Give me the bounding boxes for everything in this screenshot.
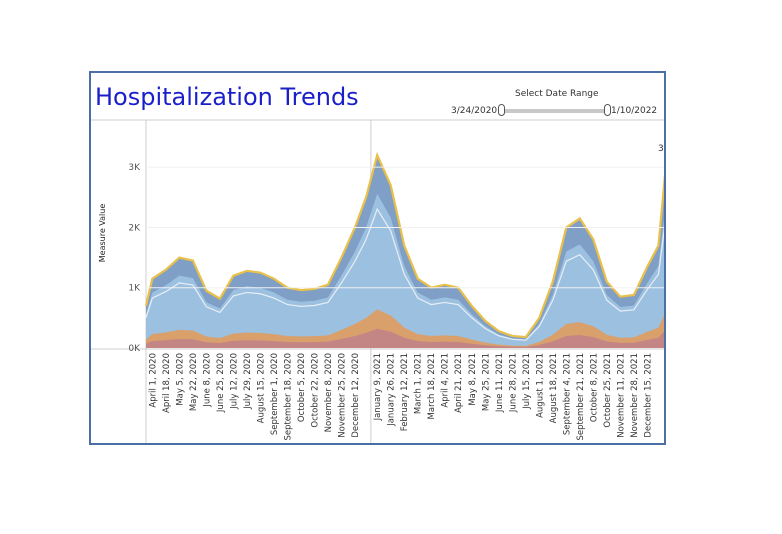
x-tick-label: June 8, 2020 [202,353,212,408]
chart-areas [144,151,664,348]
x-tick-label: May 22, 2020 [189,353,199,411]
area-blue-band [146,193,664,348]
x-tick-label: May 8, 2021 [468,353,478,406]
date-range-label: Select Date Range [515,89,599,99]
date-range-slider-track[interactable] [501,109,609,113]
x-tick-label: September 21, 2021 [576,353,586,441]
x-tick-label: October 22, 2020 [310,353,320,428]
x-tick-label: September 4, 2021 [562,353,572,435]
x-tick-label: October 8, 2021 [589,353,599,422]
x-tick-label: August 1, 2021 [535,353,545,418]
y-tick-label: 1K [128,284,141,294]
date-range-start: 3/24/2020 [451,106,498,116]
inner-series-line [145,207,664,341]
y-tick-label: 2K [128,223,141,233]
x-tick-label: June 11, 2021 [495,353,505,413]
date-range-end-handle[interactable] [604,104,611,116]
x-tick-label: February 12, 2021 [400,353,410,431]
x-tick-label: May 25, 2021 [481,353,491,411]
x-tick-label: November 28, 2021 [630,353,640,438]
x-tick-label: March 18, 2021 [427,353,437,419]
x-tick-label: April 18, 2020 [162,353,172,413]
y-tick-label: 3K [128,163,141,173]
x-tick-label: June 28, 2021 [508,353,518,413]
area-orange-band [146,309,664,348]
dashboard-frame: Hospitalization Trends Select Date Range… [89,71,666,445]
x-tick-label: August 18, 2021 [549,353,559,423]
x-tick-label: November 11, 2021 [616,353,626,438]
x-tick-label: April 4, 2021 [441,353,451,408]
x-tick-label: January 26, 2021 [387,353,397,427]
area-red-band [146,328,664,348]
x-tick-label: September 18, 2020 [283,353,293,441]
end-value-annotation: 3, [658,144,664,154]
x-tick-label: October 5, 2020 [297,353,307,422]
x-tick-label: October 25, 2021 [603,353,613,428]
x-tick-label: September 1, 2020 [270,353,280,435]
x-tick-label: August 15, 2020 [256,353,266,423]
x-tick-label: June 25, 2020 [216,353,226,413]
x-tick-label: July 15, 2021 [522,353,532,410]
x-tick-label: November 8, 2020 [324,353,334,432]
x-tick-label: November 25, 2020 [337,353,347,438]
x-tick-label: July 29, 2020 [243,353,253,410]
x-tick-label: December 12, 2020 [351,353,361,438]
date-range-end: 1/10/2022 [611,106,658,116]
x-tick-label: December 15, 2021 [643,353,653,438]
x-tick-label: January 9, 2021 [373,353,383,421]
date-range-start-handle[interactable] [498,104,505,116]
x-tick-label: April 21, 2021 [454,353,464,413]
y-axis-label: Measure Value [98,204,107,263]
x-tick-label: May 5, 2020 [175,353,185,406]
x-tick-label: March 1, 2021 [414,353,424,414]
page-title: Hospitalization Trends [95,83,359,111]
y-axis-ticks: 0K 1K 2K 3K [128,163,664,354]
x-axis-ticks: April 1, 2020 April 18, 2020 May 5, 2020 Ma… [148,353,653,441]
x-tick-label: April 1, 2020 [148,353,158,408]
x-tick-label: July 12, 2020 [229,353,239,410]
total-series-line [144,151,664,339]
y-tick-label: 0K [128,344,141,354]
